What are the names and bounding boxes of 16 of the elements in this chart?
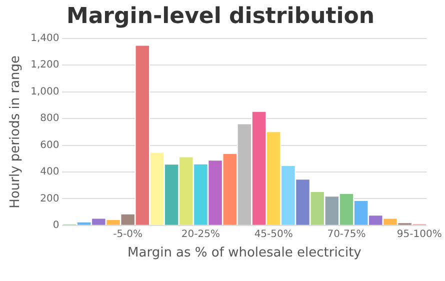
y-tick-label: 800 <box>40 113 60 124</box>
y-tick-label: 1,200 <box>30 60 60 71</box>
y-tick-label: 1,400 <box>30 32 60 44</box>
x-tick-label: 95-100% <box>396 228 442 240</box>
x-tick-label: 70-75% <box>327 228 366 240</box>
y-axis-title: Hourly periods in range <box>8 55 24 208</box>
x-tick-label: -5-0% <box>113 228 143 240</box>
chart-title: Margin-level distribution <box>66 4 375 29</box>
x-tick-label: 45-50% <box>254 228 293 240</box>
x-tick-label: 20-25% <box>181 228 220 240</box>
y-tick-label: 600 <box>40 140 60 151</box>
y-tick-label: 200 <box>40 193 60 204</box>
y-tick-label: 400 <box>40 166 60 178</box>
y-tick-label: 0 <box>52 220 60 231</box>
x-axis-title: Margin as % of wholesale electricity <box>128 246 362 261</box>
y-tick-label: 1,000 <box>30 86 60 98</box>
